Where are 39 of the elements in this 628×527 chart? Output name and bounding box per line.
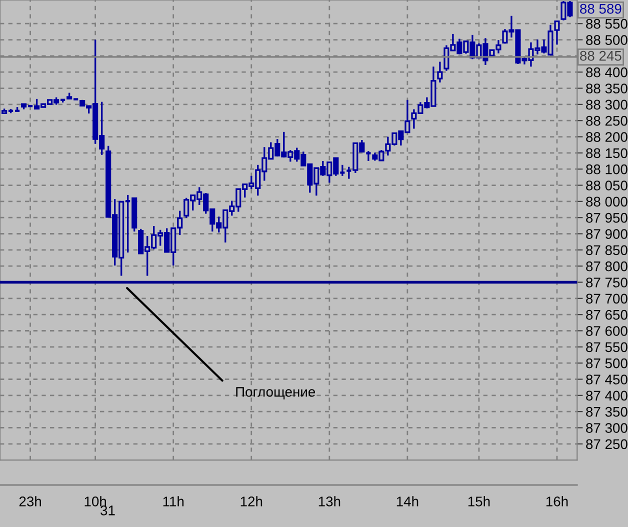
- y-tick-label: 87 250: [586, 439, 628, 450]
- y-tick-label: 88 200: [586, 132, 628, 142]
- y-tick-label: 87 500: [586, 358, 628, 368]
- text: 88 245: [580, 50, 622, 61]
- y-tick-label: 87 550: [586, 342, 628, 352]
- y-tick-label: 88 100: [586, 164, 628, 174]
- y-tick-label: 88 300: [586, 100, 628, 110]
- y-tick-label: 87 850: [586, 245, 628, 256]
- y-tick-label: 88 150: [586, 148, 628, 158]
- y-tick-label: 87 900: [586, 229, 628, 239]
- y-tick-label: 87 400: [586, 390, 628, 401]
- y-tick-label: 88 350: [586, 84, 628, 94]
- text: 88 589: [580, 4, 622, 14]
- y-tick-label: 88 500: [586, 35, 628, 45]
- y-tick-label: 88 250: [586, 116, 628, 126]
- x-tick-label: 10h: [84, 496, 106, 506]
- y-tick-label: 87 950: [586, 212, 628, 223]
- x-tick-label: 16h: [546, 496, 568, 506]
- y-tick-label: 87 350: [586, 406, 628, 417]
- y-tick-label: 87 300: [586, 423, 628, 433]
- y-tick-label: 88 550: [586, 18, 628, 29]
- y-tick-label: 88 050: [586, 180, 628, 190]
- y-tick-label: 87 800: [586, 261, 628, 272]
- y-tick-label: 87 750: [586, 278, 628, 288]
- text: 31: [100, 506, 115, 516]
- annotation: Поглощение: [236, 387, 316, 400]
- candlestick: [437, 60, 443, 84]
- y-tick-label: 88 400: [586, 67, 628, 78]
- x-tick-label: 23h: [19, 496, 41, 506]
- y-tick-label: 87 600: [586, 326, 628, 336]
- x-tick-label: 13h: [318, 496, 340, 506]
- x-tick-label: 11h: [163, 496, 184, 506]
- y-tick-label: 87 650: [586, 310, 628, 320]
- y-tick-label: 88 000: [586, 196, 628, 207]
- y-tick-label: 87 450: [586, 374, 628, 384]
- x-tick-label: 12h: [240, 496, 262, 506]
- x-tick-label: 14h: [396, 496, 418, 506]
- x-tick-label: 15h: [468, 496, 490, 506]
- y-tick-label: 87 700: [586, 294, 628, 304]
